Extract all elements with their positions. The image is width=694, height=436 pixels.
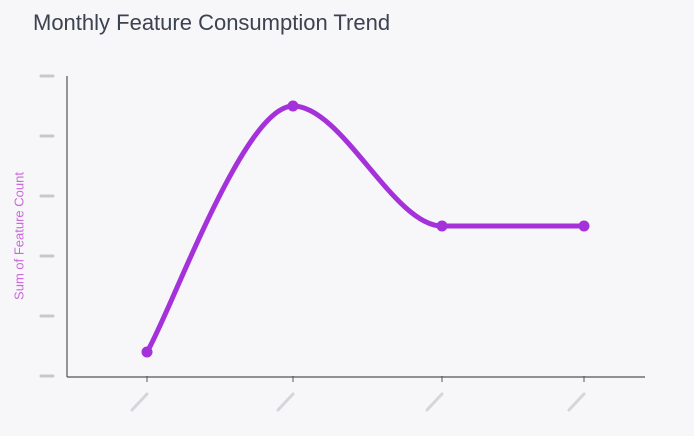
chart-title: Monthly Feature Consumption Trend	[33, 10, 390, 35]
x-tick-label-blur	[567, 392, 586, 412]
data-point	[436, 220, 448, 232]
y-axis-label: Sum of Feature Count	[11, 172, 26, 300]
x-tick-label-blur	[276, 392, 295, 412]
x-tick-label-blur	[130, 392, 149, 412]
data-point	[578, 220, 590, 232]
x-tick-label-blur	[425, 392, 444, 412]
series-line	[144, 103, 587, 355]
data-point	[287, 100, 299, 112]
data-point	[141, 346, 153, 358]
